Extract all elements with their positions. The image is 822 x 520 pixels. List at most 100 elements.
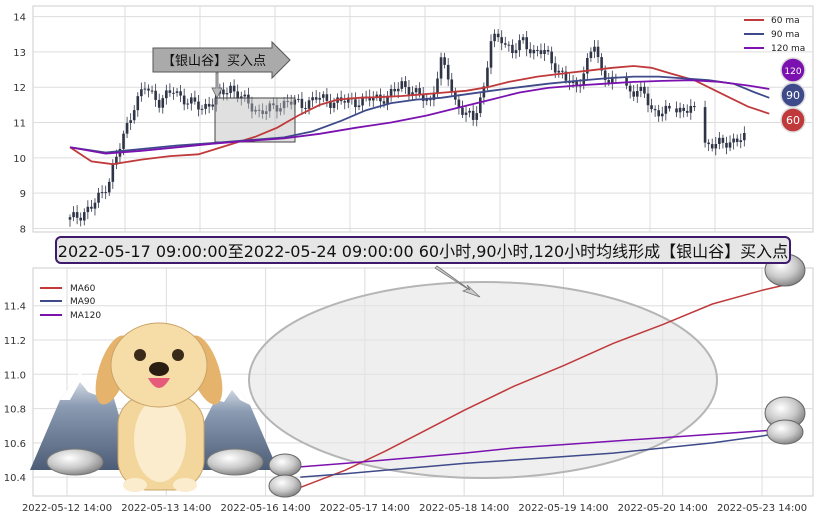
candle-body xyxy=(264,111,268,114)
bottom-xtick-label: 2022-05-19 14:00 xyxy=(518,503,608,514)
candle-body xyxy=(393,88,396,92)
candle-body xyxy=(161,98,165,108)
candle-body xyxy=(79,217,83,221)
candle-body xyxy=(200,108,204,110)
candle-body xyxy=(703,107,707,143)
ingot-right xyxy=(206,448,264,476)
bottom-xtick-label: 2022-05-13 14:00 xyxy=(121,503,211,514)
candle-body xyxy=(632,91,636,97)
ingot-marker-start-b xyxy=(268,474,302,498)
candle-body xyxy=(721,137,725,143)
dog-paw-right xyxy=(173,478,197,492)
top-ytick-label: 13 xyxy=(13,48,26,59)
candle-body xyxy=(628,85,632,92)
legend-label-ma90: MA90 xyxy=(70,297,96,307)
pattern-label-arrow xyxy=(152,40,291,80)
candle-body xyxy=(668,105,671,109)
candle-body xyxy=(129,120,132,123)
candle-body xyxy=(664,105,668,114)
candle-body xyxy=(314,97,318,100)
candle-body xyxy=(332,102,336,108)
bottom-ytick-label: 10.8 xyxy=(4,405,26,416)
candle-body xyxy=(125,122,129,134)
candle-body xyxy=(279,108,282,112)
candle-body xyxy=(603,70,607,81)
candle-body xyxy=(714,144,718,149)
candle-body xyxy=(518,40,521,51)
candle-body xyxy=(329,100,332,108)
candle-body xyxy=(525,37,528,50)
pattern-down-arrow xyxy=(211,72,223,99)
candle-body xyxy=(739,140,743,143)
candle-body xyxy=(675,108,678,113)
candle-body xyxy=(710,144,714,149)
candle-body xyxy=(193,97,197,102)
candle-body xyxy=(261,110,264,114)
bottom-ytick-label: 10.6 xyxy=(4,439,26,450)
top-ma-line-120-ma xyxy=(69,79,770,155)
candle-body xyxy=(300,98,304,108)
candle-body xyxy=(268,103,272,112)
candle-body xyxy=(115,156,118,165)
candle-body xyxy=(354,99,357,108)
bottom-xtick-label: 2022-05-16 14:00 xyxy=(221,503,311,514)
legend-label-60: 60 ma xyxy=(771,16,800,26)
bottom-ma-line-MA60 xyxy=(300,282,792,489)
candle-body xyxy=(511,44,514,54)
candle-body xyxy=(639,86,643,92)
legend-label-120: 120 ma xyxy=(771,44,805,54)
candle-body xyxy=(528,49,532,54)
candle-body xyxy=(532,49,536,54)
candle-body xyxy=(68,217,72,220)
candle-body xyxy=(600,57,603,71)
candle-body xyxy=(557,70,561,73)
candle-body xyxy=(157,99,161,108)
candle-body xyxy=(564,71,568,81)
top-ma-line-60-ma xyxy=(69,65,770,166)
candle-body xyxy=(147,88,150,91)
candle-body xyxy=(297,98,300,100)
candle-body xyxy=(421,94,425,101)
candle-body xyxy=(718,137,721,145)
bottom-legend: MA60 MA90 MA120 xyxy=(40,284,101,321)
bottom-ma-line-MA90 xyxy=(300,430,792,478)
ingot-marker-ma90 xyxy=(766,419,804,445)
candle-body xyxy=(72,212,75,218)
candle-body xyxy=(382,101,386,104)
candle-body xyxy=(653,109,657,111)
bottom-xtick-label: 2022-05-20 14:00 xyxy=(618,503,708,514)
candle-body xyxy=(236,91,239,99)
dog-eye-right xyxy=(172,349,184,361)
candle-body xyxy=(75,212,79,218)
candle-body xyxy=(396,88,400,92)
candle-body xyxy=(318,97,322,100)
candle-body xyxy=(307,100,311,109)
candle-body xyxy=(197,101,200,110)
candle-body xyxy=(500,37,504,44)
dog-chest xyxy=(134,398,186,482)
top-ytick-label: 8 xyxy=(20,224,26,235)
candle-body xyxy=(471,110,475,120)
candle-body xyxy=(122,133,125,149)
candle-body xyxy=(168,90,172,93)
badge-120-label: 120 xyxy=(784,67,801,77)
legend-label-90: 90 ma xyxy=(771,30,800,40)
dog-paw-left xyxy=(123,478,147,492)
ma-end-badges: 120 90 60 xyxy=(780,57,806,133)
candle-body xyxy=(282,100,286,109)
candle-body xyxy=(97,192,100,203)
candle-body xyxy=(464,112,468,115)
candle-body xyxy=(657,110,660,117)
top-ytick-label: 9 xyxy=(20,189,26,200)
candle-body xyxy=(182,95,186,105)
candle-body xyxy=(650,105,653,110)
top-plot-frame xyxy=(32,5,814,233)
bottom-xtick-label: 2022-05-18 14:00 xyxy=(419,503,509,514)
candle-body xyxy=(418,88,421,95)
candle-body xyxy=(179,91,182,96)
candle-body xyxy=(222,89,225,95)
candle-body xyxy=(154,90,157,100)
candle-body xyxy=(304,107,307,109)
candle-body xyxy=(400,81,404,89)
candle-body xyxy=(743,132,746,141)
